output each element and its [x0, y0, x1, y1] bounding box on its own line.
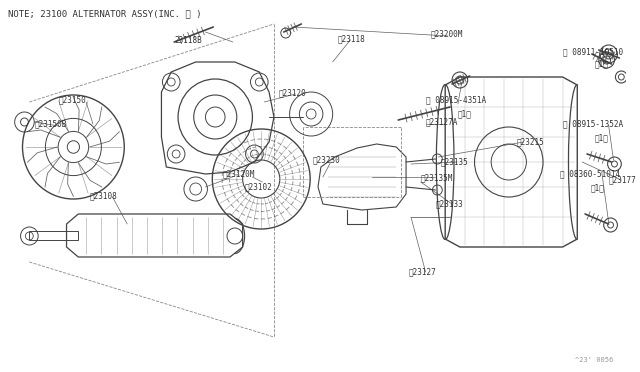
Text: （1）: （1）	[595, 60, 609, 68]
Text: ※23108: ※23108	[90, 192, 118, 201]
Text: ※23118: ※23118	[337, 35, 365, 44]
Text: Ⓟ 08915-4351A: Ⓟ 08915-4351A	[426, 96, 486, 105]
Text: Ⓥ 08915-1352A: Ⓥ 08915-1352A	[563, 119, 623, 128]
Text: ※23127: ※23127	[409, 267, 436, 276]
Text: ※23135: ※23135	[440, 157, 468, 167]
Text: ※23102: ※23102	[244, 183, 273, 192]
Text: NOTE; 23100 ALTERNATOR ASSY(INC. ※ ): NOTE; 23100 ALTERNATOR ASSY(INC. ※ )	[8, 10, 202, 19]
Text: Ⓢ 08360-51014: Ⓢ 08360-51014	[559, 170, 620, 179]
Text: Ⓝ 08911-10510: Ⓝ 08911-10510	[563, 48, 623, 57]
Text: ※23120M: ※23120M	[223, 170, 255, 179]
Text: ^23' 0056: ^23' 0056	[575, 357, 614, 363]
Text: （1）: （1）	[591, 183, 605, 192]
Text: ※23200M: ※23200M	[431, 29, 463, 38]
Text: ※23127A: ※23127A	[426, 118, 458, 126]
Text: ※23177: ※23177	[609, 176, 636, 185]
Text: （1）: （1）	[458, 109, 472, 119]
Text: ※23135M: ※23135M	[420, 173, 453, 183]
Text: ※23230: ※23230	[313, 155, 341, 164]
Text: 23118B: 23118B	[174, 35, 202, 45]
Text: ※23215: ※23215	[516, 138, 545, 147]
Text: ※23150: ※23150	[59, 96, 86, 105]
Text: ※23120: ※23120	[279, 89, 307, 97]
Text: ※23150B: ※23150B	[35, 119, 67, 128]
Text: ※23133: ※23133	[435, 199, 463, 208]
Text: （1）: （1）	[595, 134, 609, 142]
